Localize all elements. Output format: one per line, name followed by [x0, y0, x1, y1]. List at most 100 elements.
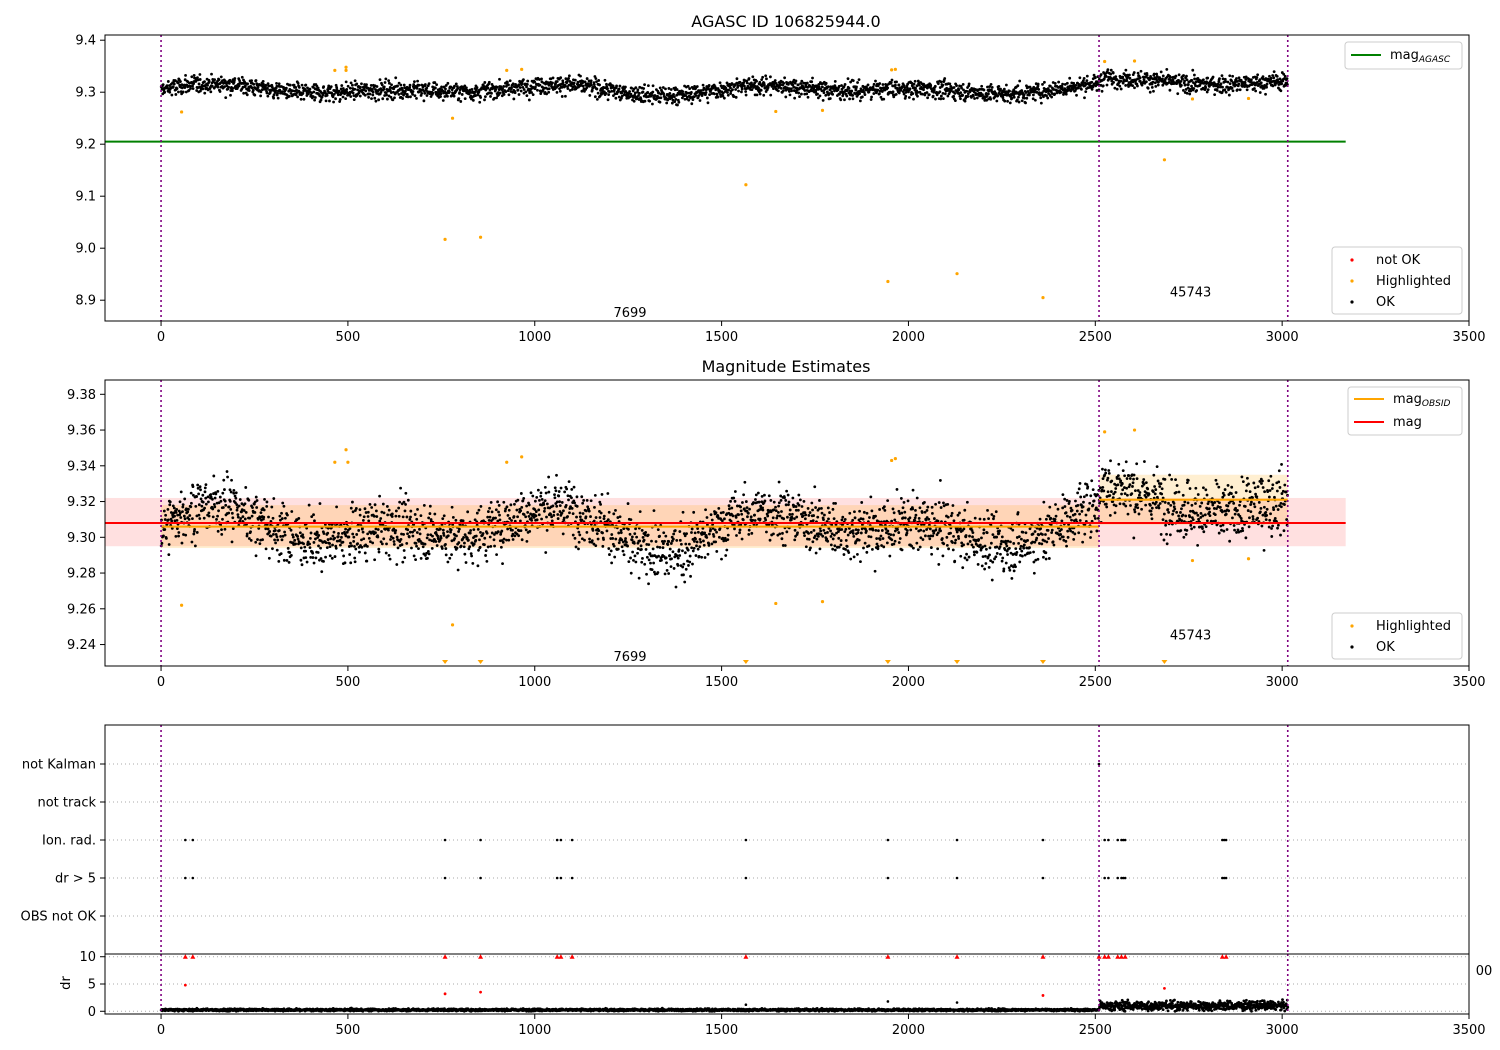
ok-point [321, 93, 325, 97]
ok-point [1221, 85, 1224, 89]
highlighted-point [1103, 59, 1107, 64]
ok-point [553, 496, 557, 500]
ok-point [238, 79, 241, 82]
ok-point [828, 92, 831, 95]
ok-point [734, 515, 738, 519]
ok-point [914, 86, 917, 90]
ok-point [597, 79, 601, 82]
ok-point [312, 90, 316, 94]
ok-point [812, 514, 815, 517]
ok-point [440, 547, 444, 550]
ok-point [698, 537, 702, 541]
ok-point [791, 512, 794, 516]
ok-point [521, 499, 525, 503]
ok-point [893, 83, 897, 87]
ok-point [431, 534, 434, 538]
ok-point [290, 510, 294, 513]
ok-point [444, 542, 447, 546]
ok-point [513, 91, 517, 95]
ok-point [267, 515, 270, 519]
ok-point [227, 511, 231, 515]
ok-point [182, 514, 186, 518]
ok-point [211, 497, 214, 501]
ok-point [484, 554, 487, 557]
ok-point [367, 519, 371, 523]
ok-point [500, 529, 504, 533]
ok-point [1118, 84, 1122, 88]
ok-point [859, 87, 863, 91]
ok-point [577, 547, 580, 551]
panel1-legend-lines: magAGASC [1344, 41, 1463, 70]
ok-point [474, 534, 478, 538]
ok-point [519, 519, 522, 523]
ok-point [542, 509, 546, 513]
ok-point [997, 85, 1001, 88]
ok-point [732, 496, 736, 500]
ok-point [407, 535, 411, 539]
ok-point [658, 86, 662, 90]
ok-point [498, 518, 502, 522]
ok-point [869, 98, 873, 101]
ok-point [285, 559, 289, 562]
ok-point [259, 90, 263, 94]
ok-point [690, 102, 694, 106]
ok-point [678, 530, 682, 533]
ok-point [322, 85, 326, 89]
ok-point [218, 90, 222, 93]
ok-point [349, 95, 353, 98]
ok-point [377, 98, 381, 102]
highlighted-point [886, 279, 890, 284]
ok-point [961, 566, 965, 570]
ok-point [782, 89, 785, 92]
legend-not-ok: not OK [1376, 253, 1421, 268]
ok-point [1124, 84, 1128, 87]
ok-point [648, 99, 652, 103]
ok-point [200, 504, 204, 508]
ok-point [296, 81, 300, 85]
ok-point [1191, 68, 1195, 72]
ok-point [1124, 68, 1128, 72]
ok-point [405, 515, 409, 519]
ok-point [328, 545, 332, 548]
ok-point [676, 103, 679, 107]
ok-point [198, 73, 202, 76]
ok-point [895, 80, 898, 84]
ok-point [798, 95, 801, 99]
ok-point [647, 84, 650, 88]
ok-point [865, 550, 869, 554]
ok-point [608, 553, 611, 556]
ok-point [1068, 76, 1072, 80]
ok-point [682, 562, 686, 566]
ok-point [1085, 74, 1089, 78]
ok-point [235, 503, 239, 507]
ok-point [386, 513, 390, 517]
ok-point [563, 490, 567, 494]
ok-point [807, 537, 811, 541]
ok-point [365, 83, 368, 87]
ok-point [221, 506, 225, 509]
ok-point [336, 535, 340, 538]
ok-point [872, 82, 876, 86]
ok-point [499, 545, 503, 549]
ok-point [454, 82, 458, 86]
ok-point [852, 555, 856, 559]
ok-point [805, 81, 809, 85]
ok-point [620, 91, 624, 95]
ok-point [906, 499, 910, 503]
ok-point [533, 499, 537, 503]
ok-point [889, 81, 893, 84]
ok-point [856, 81, 859, 84]
ok-point [387, 508, 391, 512]
ok-point [911, 92, 915, 95]
ok-point [1151, 80, 1155, 84]
ok-point [769, 93, 773, 97]
ok-point [645, 572, 648, 576]
ok-point [808, 511, 812, 514]
ok-point [576, 80, 580, 84]
ok-point [790, 89, 793, 93]
ok-point [738, 531, 741, 535]
ok-point [477, 548, 480, 552]
ok-point [952, 86, 956, 89]
ok-point [707, 84, 711, 87]
ok-point [771, 516, 775, 520]
